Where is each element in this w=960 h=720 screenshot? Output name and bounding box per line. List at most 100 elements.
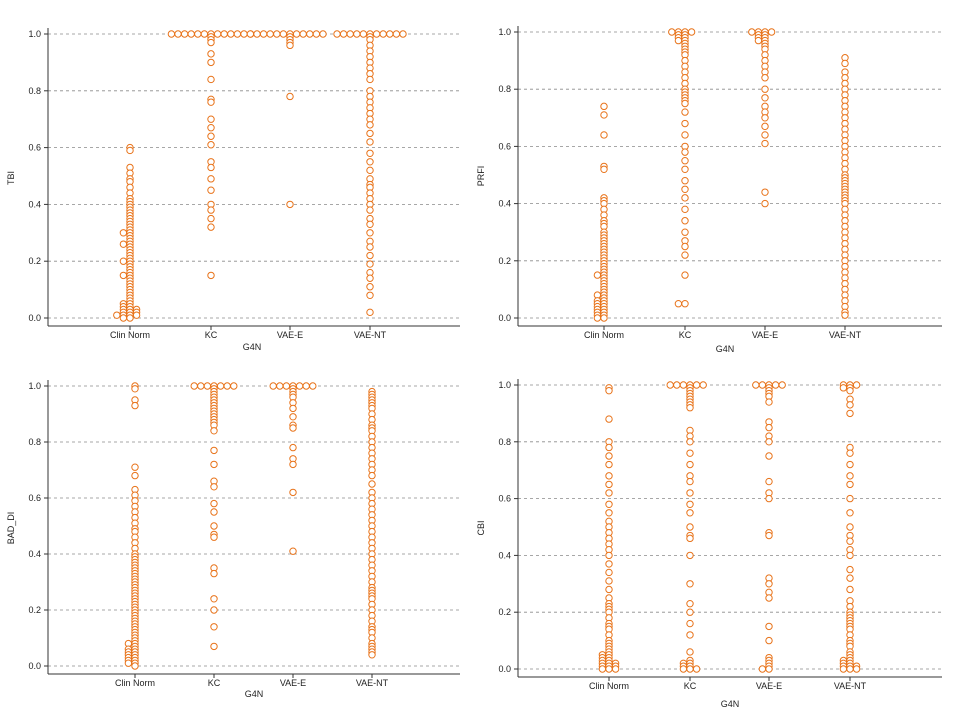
data-point bbox=[289, 413, 297, 421]
data-point bbox=[207, 175, 215, 183]
data-point bbox=[366, 283, 374, 291]
y-tick-label: 0.0 bbox=[28, 313, 41, 323]
y-tick-label: 0.4 bbox=[28, 549, 41, 559]
data-point bbox=[126, 146, 134, 155]
x-tick-label: KC bbox=[679, 330, 692, 340]
data-point bbox=[846, 551, 854, 560]
data-point bbox=[765, 531, 773, 540]
x-tick-label: VAE-E bbox=[752, 330, 778, 340]
data-point bbox=[366, 149, 374, 157]
data-point bbox=[289, 424, 297, 432]
data-point bbox=[207, 163, 215, 172]
chart-panel-prfi: 0.0 0.2 0.4 0.6 0.8 1.0 Clin Norm KC VAE-E VAE-NT… bbox=[476, 26, 942, 354]
data-point bbox=[778, 381, 786, 389]
y-tick-label: 1.0 bbox=[28, 381, 41, 391]
data-point bbox=[765, 580, 773, 588]
data-point bbox=[748, 28, 756, 36]
y-axis-title: CBI bbox=[476, 520, 486, 535]
data-point bbox=[213, 30, 222, 38]
data-point bbox=[366, 121, 374, 129]
data-point bbox=[765, 438, 773, 446]
data-point bbox=[839, 665, 848, 673]
data-point bbox=[131, 471, 139, 480]
x-tick-label: KC bbox=[205, 330, 218, 340]
data-point bbox=[273, 30, 281, 38]
y-tick-label: 0.0 bbox=[28, 661, 41, 671]
y-tick-label: 0.8 bbox=[498, 437, 511, 447]
data-point bbox=[681, 271, 689, 279]
data-point bbox=[846, 472, 854, 480]
data-point bbox=[605, 443, 613, 452]
data-point bbox=[207, 58, 215, 67]
data-point bbox=[223, 382, 231, 390]
y-tick-label: 0.6 bbox=[28, 143, 41, 153]
data-point bbox=[259, 30, 268, 38]
data-point bbox=[686, 551, 694, 560]
x-tick-label: Clin Norm bbox=[110, 330, 150, 340]
y-axis-title: TBI bbox=[6, 171, 16, 185]
data-point bbox=[266, 30, 274, 38]
data-point bbox=[605, 585, 613, 594]
data-point bbox=[686, 438, 694, 446]
data-point bbox=[131, 385, 139, 393]
data-point bbox=[593, 314, 602, 322]
data-point bbox=[269, 382, 277, 390]
data-point bbox=[210, 623, 218, 631]
data-point bbox=[346, 30, 354, 38]
x-tick-label: VAE-E bbox=[277, 330, 303, 340]
data-point bbox=[282, 382, 291, 390]
y-tick-label: 1.0 bbox=[498, 27, 511, 37]
x-tick-label: VAE-NT bbox=[834, 681, 867, 691]
data-point bbox=[119, 240, 128, 248]
data-point bbox=[207, 124, 215, 132]
data-point bbox=[605, 460, 613, 469]
data-point bbox=[197, 382, 205, 390]
data-point bbox=[846, 574, 854, 582]
data-point bbox=[600, 102, 608, 111]
x-tick-label: VAE-E bbox=[280, 678, 306, 688]
data-point bbox=[761, 122, 769, 131]
data-point bbox=[681, 242, 689, 251]
data-point bbox=[761, 94, 769, 102]
data-point bbox=[194, 30, 202, 38]
data-point bbox=[681, 300, 689, 308]
data-point bbox=[366, 75, 374, 84]
x-tick-label: Clin Norm bbox=[584, 330, 624, 340]
data-point bbox=[366, 308, 374, 317]
data-point bbox=[605, 560, 613, 568]
data-point bbox=[600, 314, 608, 322]
chart-panel-cbi: 0.0 0.2 0.4 0.6 0.8 1.0 Clin Norm KC VAE-E VAE-NT… bbox=[476, 379, 942, 709]
data-point bbox=[668, 28, 676, 36]
data-point bbox=[289, 460, 297, 469]
data-point bbox=[210, 499, 218, 508]
data-point bbox=[765, 494, 773, 503]
data-point bbox=[207, 75, 215, 84]
chart-panel-bad-di: 0.0 0.2 0.4 0.6 0.8 1.0 Clin Norm KC VAE-E VAE-NT… bbox=[6, 380, 460, 699]
data-point bbox=[366, 158, 374, 166]
data-point bbox=[846, 480, 854, 489]
y-tick-label: 0.0 bbox=[498, 664, 511, 674]
data-point bbox=[846, 565, 854, 574]
data-point bbox=[210, 533, 218, 541]
data-point bbox=[852, 381, 861, 389]
data-point bbox=[207, 206, 215, 214]
data-point bbox=[366, 251, 374, 260]
data-point bbox=[598, 665, 607, 673]
y-tick-label: 0.6 bbox=[498, 494, 511, 504]
x-tick-label: VAE-NT bbox=[829, 330, 862, 340]
data-point bbox=[605, 665, 613, 673]
data-point bbox=[681, 119, 689, 128]
data-point bbox=[761, 114, 769, 122]
data-point bbox=[119, 314, 128, 322]
data-point bbox=[295, 382, 304, 390]
y-tick-label: 0.8 bbox=[28, 86, 41, 96]
data-point bbox=[699, 381, 707, 389]
data-point bbox=[227, 30, 235, 38]
data-point bbox=[299, 30, 307, 38]
data-point bbox=[767, 28, 776, 36]
data-point bbox=[679, 665, 688, 673]
data-point bbox=[167, 30, 176, 38]
y-tick-label: 0.6 bbox=[498, 141, 511, 151]
data-point bbox=[366, 129, 374, 138]
data-point bbox=[366, 166, 374, 175]
